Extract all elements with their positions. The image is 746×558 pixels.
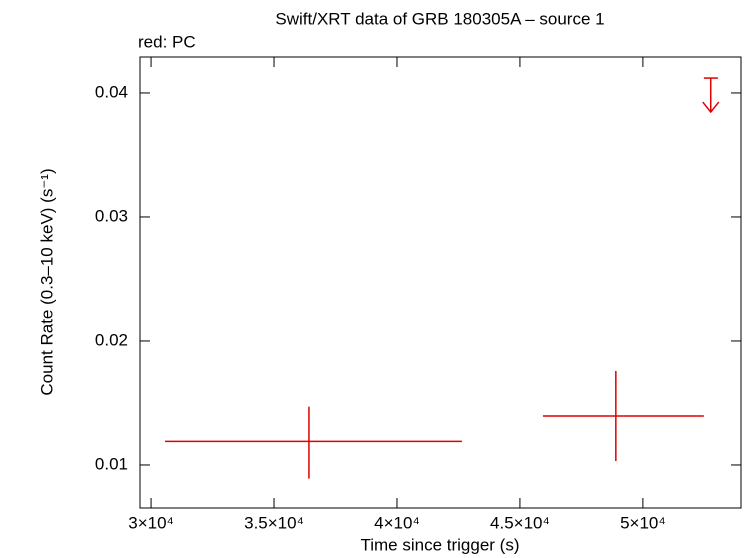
x-tick-label: 3×10⁴	[128, 513, 174, 532]
y-tick-label: 0.02	[95, 330, 128, 349]
x-tick-label: 4.5×10⁴	[490, 513, 550, 532]
plot-frame	[139, 56, 742, 509]
x-tick-label: 5×10⁴	[620, 513, 666, 532]
y-tick-label: 0.01	[95, 454, 128, 473]
x-axis-label: Time since trigger (s)	[360, 535, 519, 554]
y-tick-label: 0.04	[95, 82, 128, 101]
x-tick-label: 3.5×10⁴	[244, 513, 304, 532]
y-tick-label: 0.03	[95, 206, 128, 225]
x-tick-label: 4×10⁴	[374, 513, 420, 532]
chart-title: Swift/XRT data of GRB 180305A – source 1	[275, 9, 604, 28]
upper-limit-arrow	[702, 78, 720, 114]
y-axis-label: Count Rate (0.3–10 keV) (s⁻¹)	[37, 168, 56, 395]
chart-subtitle: red: PC	[138, 32, 196, 51]
